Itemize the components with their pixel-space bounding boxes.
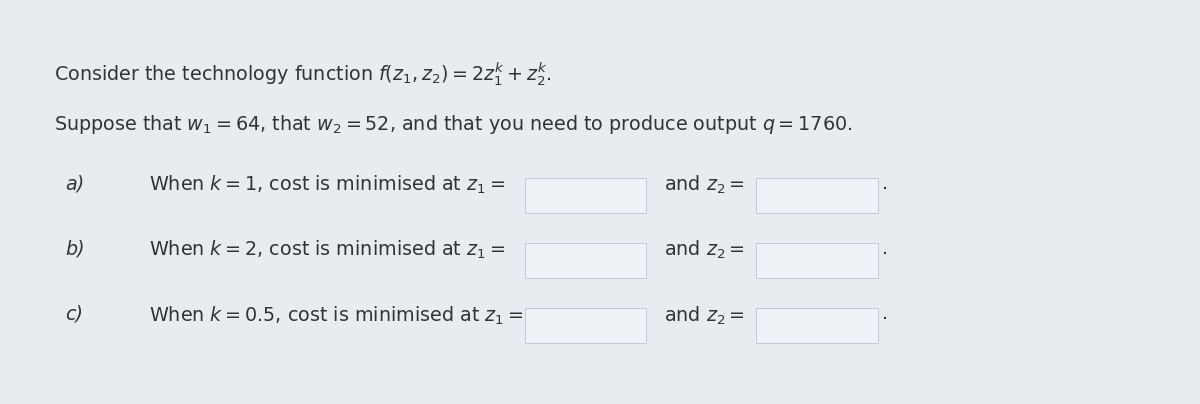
Text: Consider the technology function $f(z_1, z_2) = 2z_1^k + z_2^k.$: Consider the technology function $f(z_1,… [54,61,552,88]
Text: When $k = 0.5$, cost is minimised at $z_1 =$: When $k = 0.5$, cost is minimised at $z_… [149,304,523,326]
Text: .: . [882,304,888,323]
Text: and $z_2 =$: and $z_2 =$ [664,239,744,261]
Text: When $k = 1$, cost is minimised at $z_1 =$: When $k = 1$, cost is minimised at $z_1 … [149,174,505,196]
Text: and $z_2 =$: and $z_2 =$ [664,174,744,196]
Text: and $z_2 =$: and $z_2 =$ [664,304,744,326]
FancyBboxPatch shape [524,243,647,278]
Text: .: . [882,174,888,193]
FancyBboxPatch shape [524,308,647,343]
FancyBboxPatch shape [756,243,877,278]
Text: When $k = 2$, cost is minimised at $z_1 =$: When $k = 2$, cost is minimised at $z_1 … [149,239,505,261]
Text: a): a) [66,174,85,193]
Text: Suppose that $w_1 = 64$, that $w_2 = 52$, and that you need to produce output $q: Suppose that $w_1 = 64$, that $w_2 = 52$… [54,113,852,136]
FancyBboxPatch shape [756,178,877,213]
Text: c): c) [66,304,84,323]
FancyBboxPatch shape [756,308,877,343]
FancyBboxPatch shape [524,178,647,213]
Text: .: . [882,239,888,258]
Text: b): b) [66,239,85,258]
